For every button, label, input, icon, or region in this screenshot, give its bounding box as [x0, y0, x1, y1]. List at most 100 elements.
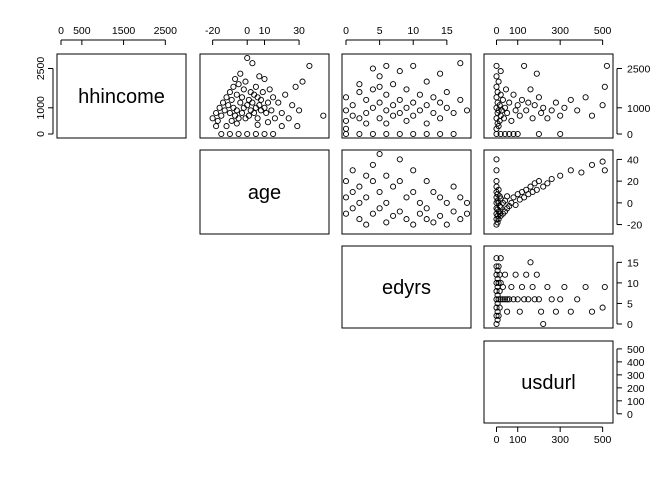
point-hhincome-age-64 — [296, 107, 303, 114]
point-hhincome-age-24 — [238, 109, 246, 117]
point-hhincome-age-11 — [226, 109, 233, 117]
point-age-usdurl-34 — [510, 194, 517, 201]
point-hhincome-edyrs-55 — [396, 130, 403, 138]
top-tick-label-hhincome-0: 0 — [58, 25, 64, 37]
point-age-edyrs-11 — [363, 194, 370, 201]
point-hhincome-usdurl-30 — [516, 112, 523, 119]
point-age-edyrs-14 — [369, 161, 376, 168]
point-hhincome-age-20 — [235, 81, 242, 88]
point-hhincome-edyrs-27 — [396, 109, 403, 117]
point-hhincome-age-27 — [240, 86, 247, 93]
top-tick-label-age-0: 0 — [244, 25, 250, 37]
point-hhincome-edyrs-58 — [437, 130, 444, 138]
point-hhincome-usdurl-32 — [521, 62, 528, 69]
point-hhincome-age-12 — [228, 96, 235, 103]
point-age-edyrs-32 — [416, 199, 423, 206]
point-hhincome-edyrs-44 — [437, 115, 444, 122]
point-hhincome-edyrs-53 — [369, 130, 376, 138]
point-hhincome-age-53 — [266, 86, 273, 93]
point-hhincome-usdurl-53 — [603, 62, 610, 69]
bottom-tick-label-usdurl-0: 0 — [494, 434, 500, 446]
point-hhincome-age-57 — [275, 99, 282, 106]
point-hhincome-edyrs-29 — [403, 104, 410, 111]
point-edyrs-usdurl-51 — [552, 308, 559, 315]
point-age-usdurl-39 — [521, 194, 528, 201]
point-hhincome-age-79 — [278, 123, 285, 130]
point-age-usdurl-9 — [493, 167, 500, 174]
point-hhincome-age-21 — [235, 115, 242, 122]
panel-hhincome-age — [199, 53, 330, 139]
right-tick-label-age-20: 20 — [627, 176, 639, 188]
top-tick-label-usdurl-0: 0 — [494, 25, 500, 37]
point-edyrs-usdurl-44 — [531, 296, 538, 303]
point-age-edyrs-13 — [369, 178, 376, 185]
point-edyrs-usdurl-37 — [516, 308, 523, 315]
point-hhincome-usdurl-5 — [493, 73, 500, 80]
point-hhincome-edyrs-56 — [410, 130, 417, 138]
right-tick-label-edyrs-15: 15 — [627, 257, 639, 269]
point-age-edyrs-42 — [450, 208, 457, 215]
bottom-tick-label-usdurl-100: 100 — [509, 434, 527, 446]
point-hhincome-edyrs-54 — [383, 130, 390, 138]
point-age-edyrs-8 — [356, 199, 363, 206]
point-edyrs-usdurl-46 — [535, 296, 542, 303]
point-edyrs-usdurl-29 — [501, 271, 509, 278]
top-tick-label-hhincome-500: 500 — [73, 25, 91, 37]
panel-hhincome-usdurl — [483, 53, 614, 139]
point-hhincome-usdurl-31 — [518, 96, 526, 103]
right-tick-label-usdurl-500: 500 — [627, 344, 645, 356]
point-hhincome-age-6 — [221, 107, 228, 114]
point-hhincome-age-73 — [261, 130, 268, 138]
point-hhincome-edyrs-8 — [356, 81, 363, 88]
point-hhincome-edyrs-33 — [410, 62, 417, 69]
point-edyrs-usdurl-22 — [496, 271, 503, 278]
point-edyrs-usdurl-6 — [493, 271, 500, 278]
point-edyrs-usdurl-50 — [548, 296, 555, 303]
point-age-edyrs-31 — [416, 210, 423, 217]
point-hhincome-usdurl-21 — [500, 115, 507, 122]
top-tick-label-edyrs-15: 15 — [441, 25, 453, 37]
point-hhincome-edyrs-9 — [363, 109, 370, 117]
panel-age-edyrs — [341, 149, 472, 235]
right-tick-label-age-0: 0 — [627, 198, 633, 210]
point-edyrs-usdurl-7 — [493, 263, 500, 270]
point-edyrs-usdurl-0 — [493, 320, 500, 328]
scatter-age-vs-usdurl — [493, 156, 608, 228]
point-hhincome-usdurl-59 — [514, 130, 521, 138]
point-age-usdurl-10 — [493, 156, 500, 163]
point-age-edyrs-39 — [437, 194, 444, 201]
point-hhincome-age-75 — [213, 123, 220, 130]
point-hhincome-age-51 — [263, 109, 270, 117]
top-tick-label-edyrs-5: 5 — [377, 25, 383, 37]
top-tick-label-usdurl-100: 100 — [509, 25, 527, 37]
point-hhincome-edyrs-43 — [437, 70, 444, 77]
top-tick-label-hhincome-2500: 2500 — [154, 25, 178, 37]
point-edyrs-usdurl-32 — [506, 296, 513, 303]
right-tick-label-edyrs-5: 5 — [627, 298, 633, 310]
point-age-edyrs-29 — [410, 188, 417, 196]
point-edyrs-usdurl-39 — [521, 296, 528, 303]
point-hhincome-age-8 — [223, 123, 230, 130]
point-hhincome-age-50 — [261, 75, 268, 83]
point-hhincome-age-17 — [232, 112, 239, 119]
top-tick-label-edyrs-10: 10 — [407, 25, 419, 37]
point-hhincome-edyrs-22 — [383, 62, 390, 69]
point-edyrs-usdurl-1 — [493, 312, 500, 319]
point-hhincome-usdurl-4 — [493, 83, 500, 90]
panel-age-usdurl — [483, 149, 614, 235]
point-hhincome-usdurl-56 — [501, 130, 509, 138]
point-age-usdurl-49 — [548, 175, 555, 183]
left-tick-label-hhincome-2500: 2500 — [35, 57, 47, 81]
point-age-edyrs-9 — [363, 172, 370, 179]
point-hhincome-edyrs-16 — [376, 99, 383, 106]
point-hhincome-age-48 — [259, 89, 266, 96]
point-hhincome-edyrs-50 — [463, 107, 471, 114]
point-edyrs-usdurl-35 — [512, 271, 519, 278]
point-hhincome-age-67 — [320, 112, 327, 119]
right-tick-label-usdurl-0: 0 — [627, 409, 633, 421]
point-hhincome-usdurl-38 — [533, 70, 540, 77]
point-age-edyrs-26 — [403, 216, 410, 223]
point-age-edyrs-44 — [457, 216, 464, 223]
point-hhincome-age-2 — [214, 117, 221, 124]
point-edyrs-usdurl-59 — [601, 283, 608, 291]
